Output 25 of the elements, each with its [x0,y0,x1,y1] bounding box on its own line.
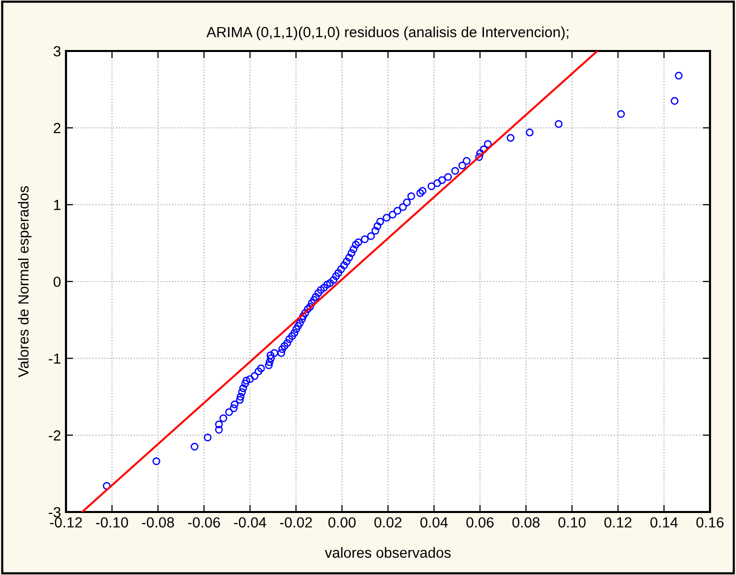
x-tick-label: -0.02 [280,517,312,528]
x-tick-label: 0.14 [650,517,678,528]
x-tick-label: 0.00 [328,517,356,528]
x-tick-label: -0.06 [188,517,220,528]
y-tick-label: 2 [54,122,60,134]
y-tick-label: -2 [48,430,60,440]
x-tick-label: 0.04 [420,517,448,528]
y-axis-title: Valores de Normal esperados [18,186,32,378]
x-tick-label: -0.10 [96,517,128,528]
y-tick-label: -1 [48,354,60,364]
x-tick-label: -0.04 [234,517,266,528]
y-tick-label: -3 [48,507,60,518]
x-tick-label: 0.12 [604,517,632,528]
x-tick-label: -0.12 [50,517,82,528]
y-tick-label: 3 [54,46,60,56]
x-tick-label: 0.02 [374,517,402,528]
y-tick-label: 0 [54,276,61,287]
x-tick-label: 0.06 [466,517,494,528]
x-tick-label: -0.08 [142,517,174,528]
x-tick-label: 0.10 [558,517,586,528]
chart-title: ARIMA (0,1,1)(0,1,0) residuos (analisis de Intervencion); [206,26,568,40]
x-tick-label: 0.08 [512,517,540,528]
x-tick-label: 0.16 [696,517,724,528]
y-tick-label: 1 [54,200,60,210]
x-axis-title: valores observados [324,547,451,558]
